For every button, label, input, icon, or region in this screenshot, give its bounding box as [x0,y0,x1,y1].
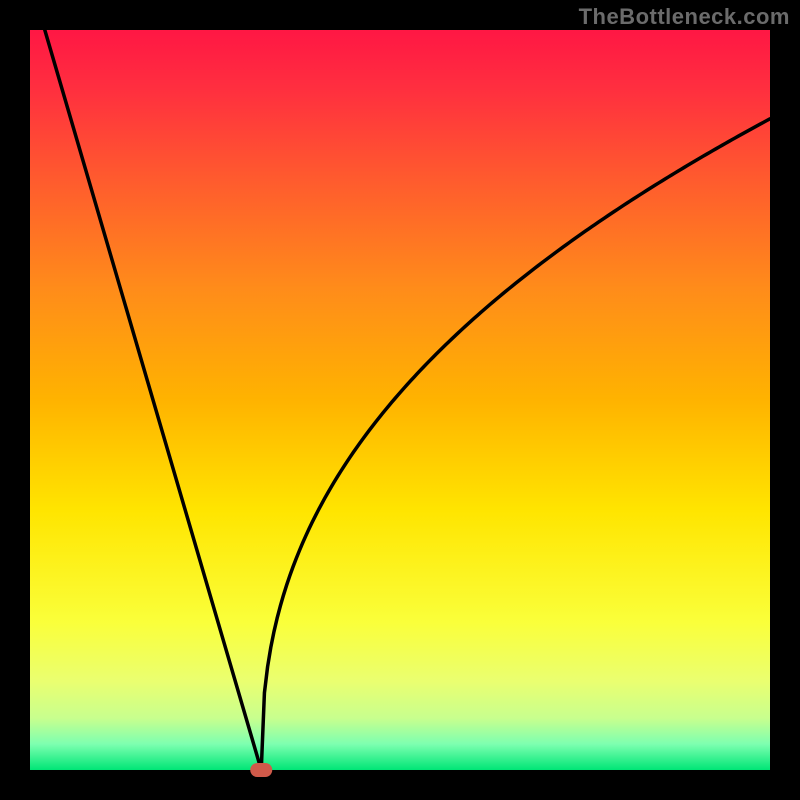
optimal-marker [250,763,272,777]
watermark-text: TheBottleneck.com [579,4,790,30]
chart-frame: { "watermark": { "text": "TheBottleneck.… [0,0,800,800]
gradient-background [30,30,770,770]
bottleneck-chart [0,0,800,800]
